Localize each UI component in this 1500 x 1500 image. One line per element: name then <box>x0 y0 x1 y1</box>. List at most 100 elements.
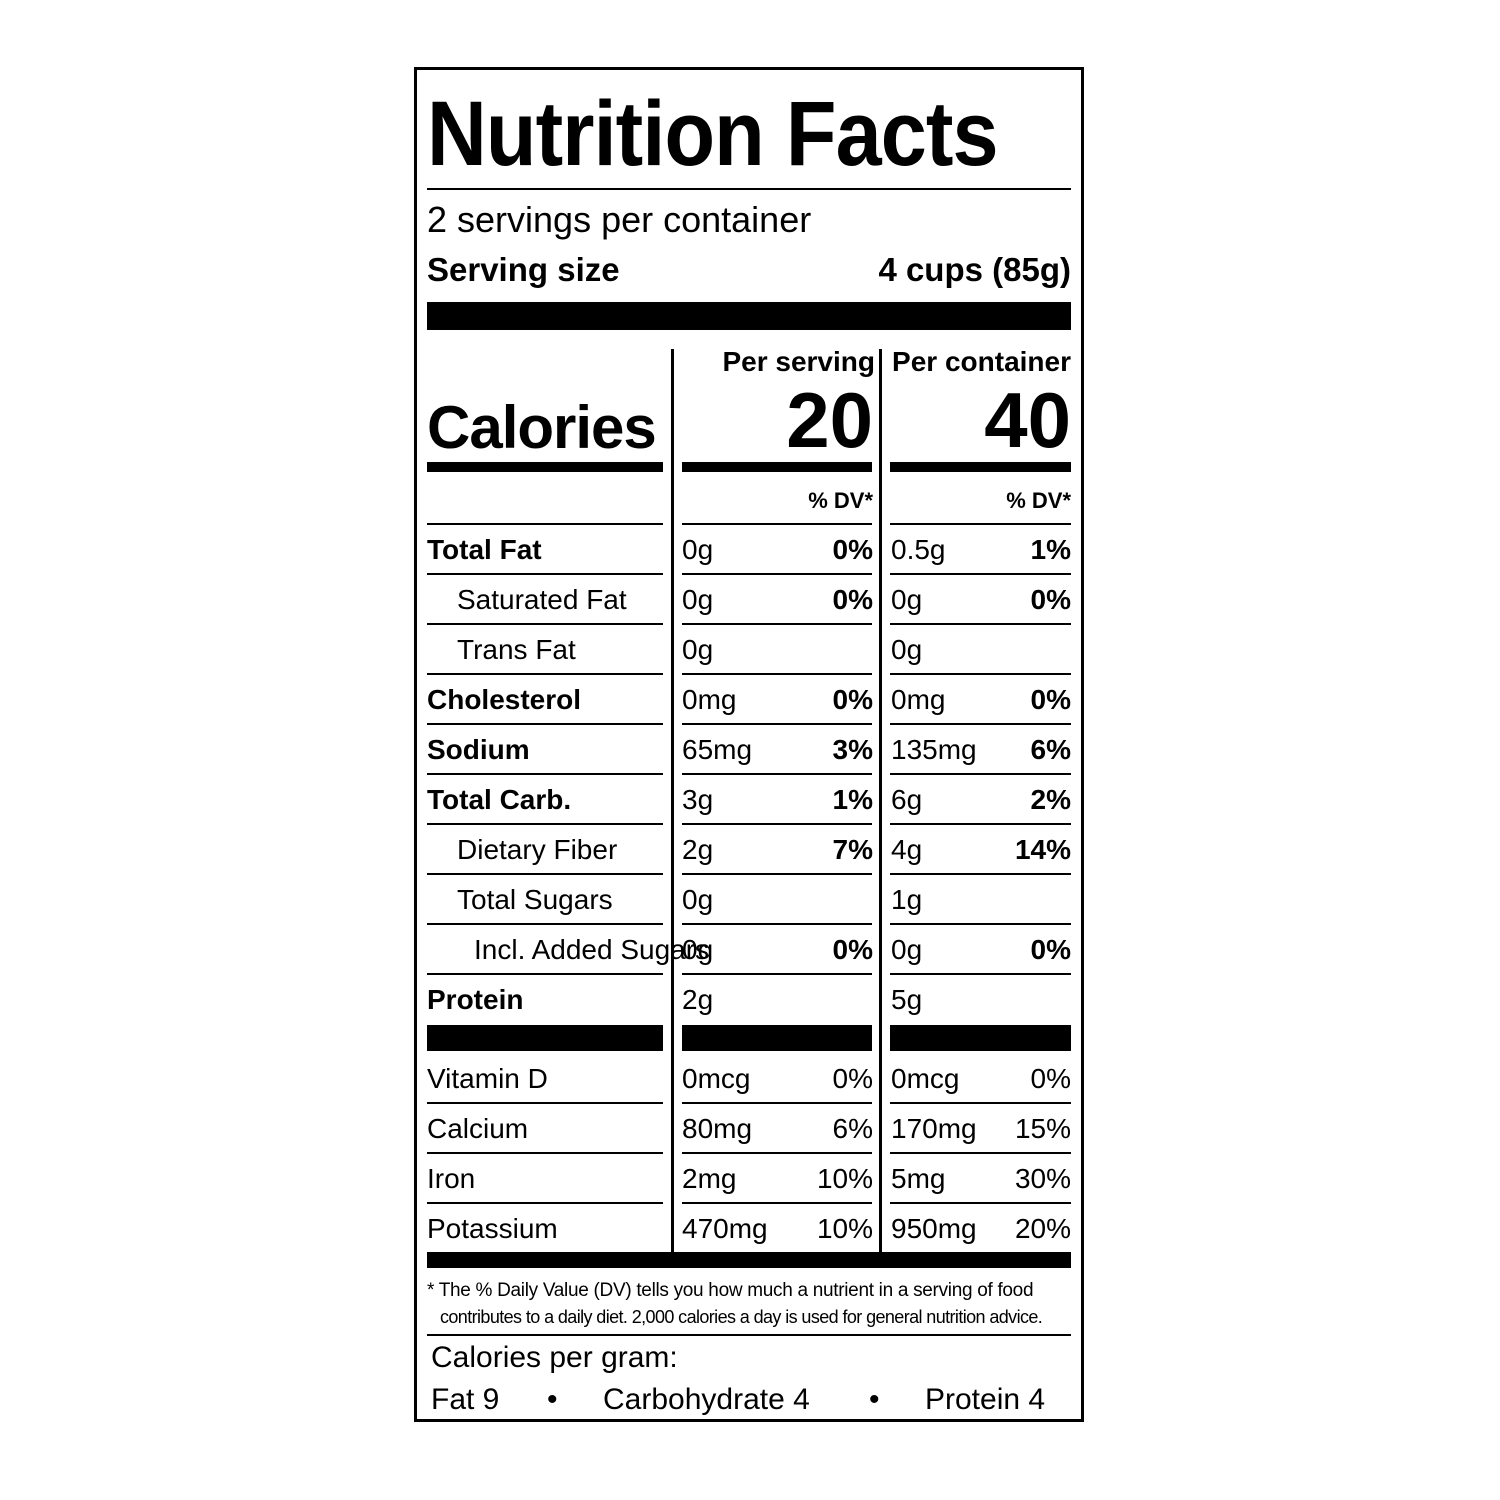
nutrient-name: Trans Fat <box>457 634 576 665</box>
serving-amount: 0g <box>682 584 714 615</box>
serving-amount: 2g <box>682 984 714 1015</box>
column-divider-2 <box>879 349 882 1255</box>
row-divider <box>427 823 663 825</box>
container-amount: 0g <box>891 934 923 965</box>
row-divider <box>890 1152 1071 1154</box>
row-divider <box>890 573 1071 575</box>
container-amount: 0g <box>891 634 923 665</box>
row-divider <box>890 773 1071 775</box>
serving-percent-dv: 0% <box>832 684 873 715</box>
title-divider <box>427 188 1071 190</box>
footnote-line-1: * The % Daily Value (DV) tells you how m… <box>427 1280 1034 1301</box>
container-percent-dv: 20% <box>1014 1213 1071 1244</box>
container-amount: 1g <box>891 884 923 915</box>
nutrition-facts-label: Nutrition Facts 2 servings per container… <box>414 67 1084 1422</box>
row-divider <box>682 573 872 575</box>
serving-percent-dv: 6% <box>832 1113 873 1144</box>
calories-per-gram-label: Calories per gram: <box>431 1341 678 1374</box>
container-amount: 5mg <box>891 1163 946 1194</box>
row-divider <box>682 873 872 875</box>
calories-bar-container <box>890 462 1071 472</box>
vitamin-bar-name <box>427 1025 663 1051</box>
footnote-divider <box>427 1334 1071 1336</box>
column-divider-1 <box>671 349 674 1255</box>
row-divider <box>682 773 872 775</box>
row-divider <box>682 923 872 925</box>
serving-amount: 2mg <box>682 1163 737 1194</box>
serving-amount: 0g <box>682 934 714 965</box>
row-divider <box>682 1102 872 1104</box>
carbohydrate-factor: Carbohydrate 4 <box>603 1383 810 1416</box>
row-divider <box>427 673 663 675</box>
nutrient-row: Saturated Fat 0g 0% 0g 0% <box>417 575 1081 625</box>
calories-per-serving: 20 <box>786 376 873 464</box>
row-divider <box>427 973 663 975</box>
container-amount: 0g <box>891 584 923 615</box>
nutrient-name: Total Fat <box>427 534 542 565</box>
thick-bar-bottom <box>427 1252 1071 1268</box>
bullet-separator-1: • <box>547 1383 558 1416</box>
row-divider <box>427 623 663 625</box>
serving-percent-dv: 0% <box>832 934 873 965</box>
calories-bar-name <box>427 462 663 472</box>
serving-percent-dv: 10% <box>816 1213 873 1244</box>
serving-percent-dv: 7% <box>832 834 873 865</box>
serving-amount: 0g <box>682 534 714 565</box>
serving-amount: 65mg <box>682 734 753 765</box>
nutrient-name: Dietary Fiber <box>457 834 618 865</box>
row-divider <box>427 1202 663 1204</box>
bullet-separator-2: • <box>869 1383 880 1416</box>
label-title: Nutrition Facts <box>427 83 999 185</box>
container-percent-dv: 0% <box>1030 684 1071 715</box>
serving-amount: 470mg <box>682 1213 768 1244</box>
row-divider <box>427 1152 663 1154</box>
nutrient-name: Incl. Added Sugars <box>474 934 710 965</box>
row-divider <box>890 723 1071 725</box>
serving-amount: 2g <box>682 834 714 865</box>
nutrient-name: Calcium <box>427 1113 529 1144</box>
calories-label: Calories <box>427 394 657 461</box>
nutrient-name: Vitamin D <box>427 1063 548 1094</box>
row-divider <box>427 1102 663 1104</box>
serving-percent-dv: 3% <box>832 734 873 765</box>
nutrient-name: Cholesterol <box>427 684 582 715</box>
vitamin-bar-container <box>890 1025 1071 1051</box>
container-amount: 170mg <box>891 1113 977 1144</box>
row-divider <box>682 623 872 625</box>
nutrient-name: Sodium <box>427 734 530 765</box>
serving-amount: 0g <box>682 634 714 665</box>
serving-percent-dv: 1% <box>832 784 873 815</box>
serving-percent-dv: 10% <box>816 1163 873 1194</box>
nutrient-name: Potassium <box>427 1213 558 1244</box>
vitamin-bar-serving <box>682 1025 872 1051</box>
serving-amount: 3g <box>682 784 714 815</box>
per-serving-header: Per serving <box>722 346 875 377</box>
footnote: * The % Daily Value (DV) tells you how m… <box>427 1278 1071 1330</box>
nutrient-row: Sodium 65mg 3% 135mg 6% <box>417 725 1081 775</box>
serving-amount: 0g <box>682 884 714 915</box>
vitamin-row: Potassium 470mg 10% 950mg 20% <box>417 1204 1081 1254</box>
row-divider <box>682 523 872 525</box>
container-percent-dv: 30% <box>1014 1163 1071 1194</box>
serving-percent-dv: 0% <box>832 584 873 615</box>
dv-header-serving: % DV* <box>808 488 873 513</box>
nutrient-name: Saturated Fat <box>457 584 627 615</box>
nutrient-name: Protein <box>427 984 524 1015</box>
footnote-line-2: contributes to a daily diet. 2,000 calor… <box>440 1307 1043 1327</box>
serving-percent-dv: 0% <box>832 1063 873 1094</box>
vitamin-row: Vitamin D 0mcg 0% 0mcg 0% <box>417 1054 1081 1104</box>
serving-amount: 80mg <box>682 1113 753 1144</box>
nutrient-row: Protein 2g 5g <box>417 975 1081 1025</box>
row-divider <box>890 973 1071 975</box>
fat-factor: Fat 9 <box>431 1383 500 1416</box>
container-percent-dv: 6% <box>1030 734 1071 765</box>
container-percent-dv: 15% <box>1014 1113 1071 1144</box>
nutrient-row: Total Carb. 3g 1% 6g 2% <box>417 775 1081 825</box>
row-divider <box>682 1202 872 1204</box>
row-divider <box>890 923 1071 925</box>
row-divider <box>427 923 663 925</box>
container-percent-dv: 14% <box>1014 834 1071 865</box>
row-divider <box>427 773 663 775</box>
nutrient-row: Incl. Added Sugars 0g 0% 0g 0% <box>417 925 1081 975</box>
container-percent-dv: 0% <box>1030 934 1071 965</box>
